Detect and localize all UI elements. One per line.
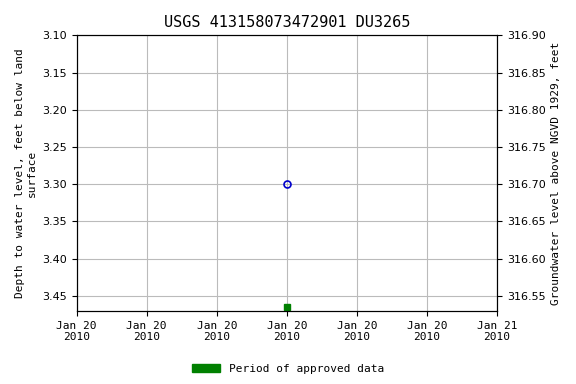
Title: USGS 413158073472901 DU3265: USGS 413158073472901 DU3265 (164, 15, 410, 30)
Legend: Period of approved data: Period of approved data (188, 359, 388, 379)
Y-axis label: Depth to water level, feet below land
surface: Depth to water level, feet below land su… (15, 48, 37, 298)
Y-axis label: Groundwater level above NGVD 1929, feet: Groundwater level above NGVD 1929, feet (551, 41, 561, 305)
